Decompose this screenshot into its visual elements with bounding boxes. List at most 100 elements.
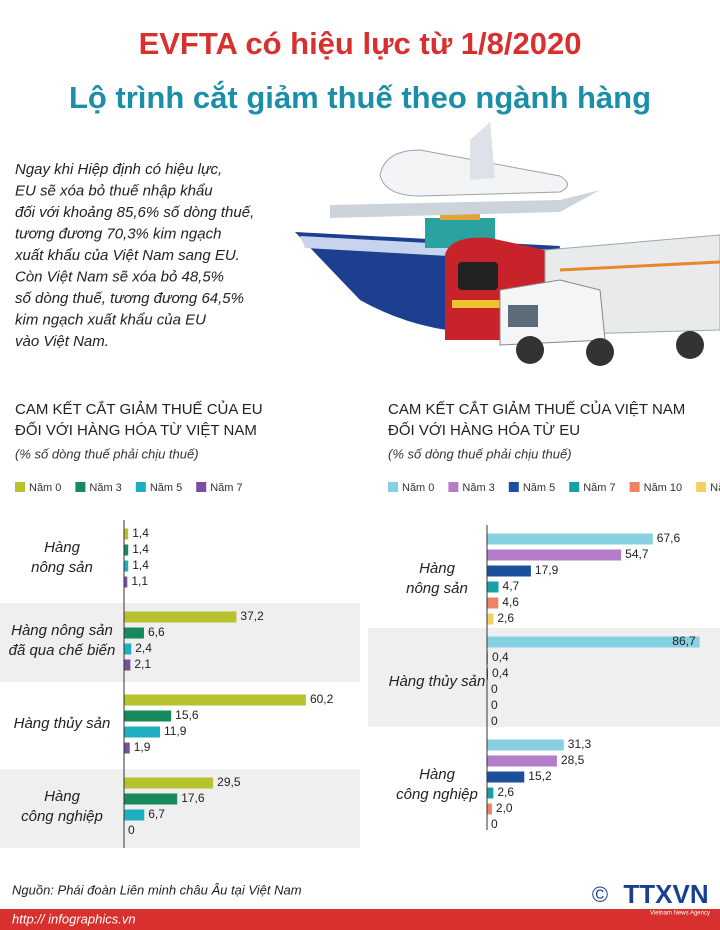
legend-swatch xyxy=(448,482,459,492)
logo-sub: Vietnam News Agency xyxy=(650,911,710,917)
bar xyxy=(124,742,130,754)
legend-label: Năm 5 xyxy=(523,482,555,494)
category-label: Hàng nông sản xyxy=(406,560,468,597)
bar xyxy=(487,581,499,593)
legend-label: Năm 7 xyxy=(210,482,242,494)
bar xyxy=(124,793,178,805)
bar xyxy=(124,694,306,706)
intro-line: đối với khoảng 85,6% số dòng thuế, xyxy=(15,204,254,221)
source: Nguồn: Phái đoàn Liên minh châu Âu tại V… xyxy=(12,882,302,897)
intro-line: kim ngạch xuất khẩu của EU xyxy=(15,311,206,328)
legend-label: Năm 10 xyxy=(644,482,683,494)
value-label: 2,0 xyxy=(496,801,513,815)
intro-line: Còn Việt Nam sẽ xóa bỏ 48,5% xyxy=(15,268,224,285)
bar xyxy=(487,636,700,648)
legend-swatch xyxy=(569,482,580,492)
chart-subtitle: (% số dòng thuế phải chịu thuế) xyxy=(388,446,572,461)
value-label: 60,2 xyxy=(310,692,334,706)
category-label: Hàng nông sản xyxy=(31,539,93,576)
page-subtitle: Lộ trình cắt giảm thuế theo ngành hàng xyxy=(69,79,651,115)
bar xyxy=(124,710,172,722)
bar xyxy=(124,659,131,671)
value-label: 54,7 xyxy=(625,547,649,561)
legend-label: Năm 11 xyxy=(710,482,720,494)
chart-title: CAM KẾT CẮT GIẢM THUẾ CỦA EU ĐỐI VỚI HÀNG… xyxy=(15,400,263,439)
value-label: 2,6 xyxy=(497,611,514,625)
value-label: 6,7 xyxy=(148,807,165,821)
bar xyxy=(487,755,557,767)
value-label: 0 xyxy=(128,823,135,837)
value-label: 17,6 xyxy=(181,791,205,805)
value-label: 1,4 xyxy=(132,542,149,556)
chart: CAM KẾT CẮT GIẢM THUẾ CỦA EU ĐỐI VỚI HÀNG… xyxy=(0,400,360,848)
bar xyxy=(124,627,144,639)
value-label: 4,6 xyxy=(502,595,519,609)
bar xyxy=(487,739,564,751)
bar xyxy=(124,809,145,821)
legend-swatch xyxy=(696,482,707,492)
chart-subtitle: (% số dòng thuế phải chịu thuế) xyxy=(15,446,199,461)
bar xyxy=(487,533,653,545)
intro-line: tương đương 70,3% kim ngạch xyxy=(15,225,221,242)
value-label: 2,6 xyxy=(497,785,514,799)
bar xyxy=(487,613,494,625)
value-label: 11,9 xyxy=(164,724,187,738)
legend-swatch xyxy=(135,482,146,492)
category-label: Hàng công nghiệp xyxy=(21,788,103,825)
value-label: 0 xyxy=(491,714,498,728)
bar xyxy=(124,643,132,655)
value-label: 4,7 xyxy=(503,579,520,593)
chart: CAM KẾT CẮT GIẢM THUẾ CỦA VIỆT NAM ĐỐI VỚ… xyxy=(368,400,720,831)
legend-label: Năm 3 xyxy=(462,482,494,494)
legend-label: Năm 0 xyxy=(29,482,61,494)
legend-swatch xyxy=(388,482,398,492)
value-label: 15,6 xyxy=(175,708,199,722)
category-label: Hàng công nghiệp xyxy=(396,766,478,803)
legend-label: Năm 3 xyxy=(89,482,121,494)
url: http:// infographics.vn xyxy=(12,911,136,926)
bar xyxy=(124,611,237,623)
value-label: 17,9 xyxy=(535,563,559,577)
value-label: 1,1 xyxy=(131,574,148,588)
bar xyxy=(487,549,622,561)
bar xyxy=(124,528,129,540)
value-label: 15,2 xyxy=(528,769,552,783)
value-label: 0,4 xyxy=(492,666,509,680)
bar xyxy=(487,771,525,783)
illustration xyxy=(295,122,720,366)
value-label: 2,4 xyxy=(135,641,152,655)
bar xyxy=(487,597,499,609)
intro-line: Ngay khi Hiệp định có hiệu lực, xyxy=(15,161,222,178)
legend-label: Năm 7 xyxy=(583,482,615,494)
bar xyxy=(124,544,129,556)
bar xyxy=(487,787,494,799)
category-label: Hàng thủy sản xyxy=(14,715,111,732)
value-label: 1,9 xyxy=(134,740,151,754)
value-label: 86,7 xyxy=(672,634,696,648)
value-label: 1,4 xyxy=(132,526,149,540)
value-label: 1,4 xyxy=(132,558,149,572)
intro-line: EU sẽ xóa bỏ thuế nhập khẩu xyxy=(15,182,213,199)
intro-line: vào Việt Nam. xyxy=(15,333,109,350)
legend-swatch xyxy=(629,482,640,492)
value-label: 31,3 xyxy=(568,737,592,751)
bar xyxy=(124,777,214,789)
legend-label: Năm 0 xyxy=(402,482,434,494)
category-label: Hàng nông sản đã qua chế biến xyxy=(9,622,116,659)
value-label: 67,6 xyxy=(657,531,681,545)
copyright: © xyxy=(592,882,608,907)
value-label: 29,5 xyxy=(217,775,241,789)
legend-swatch xyxy=(75,482,86,492)
category-label: Hàng thủy sản xyxy=(389,673,486,690)
legend-label: Năm 5 xyxy=(150,482,182,494)
bar xyxy=(124,726,160,738)
legend-swatch xyxy=(508,482,519,492)
value-label: 6,6 xyxy=(148,625,165,639)
logo: TTXVN xyxy=(623,879,708,909)
page-title: EVFTA có hiệu lực từ 1/8/2020 xyxy=(139,26,582,61)
value-label: 28,5 xyxy=(561,753,585,767)
intro-line: xuất khẩu của Việt Nam sang EU. xyxy=(14,247,240,264)
intro: Ngay khi Hiệp định có hiệu lực, EU sẽ xóa… xyxy=(14,161,254,350)
value-label: 0 xyxy=(491,817,498,831)
